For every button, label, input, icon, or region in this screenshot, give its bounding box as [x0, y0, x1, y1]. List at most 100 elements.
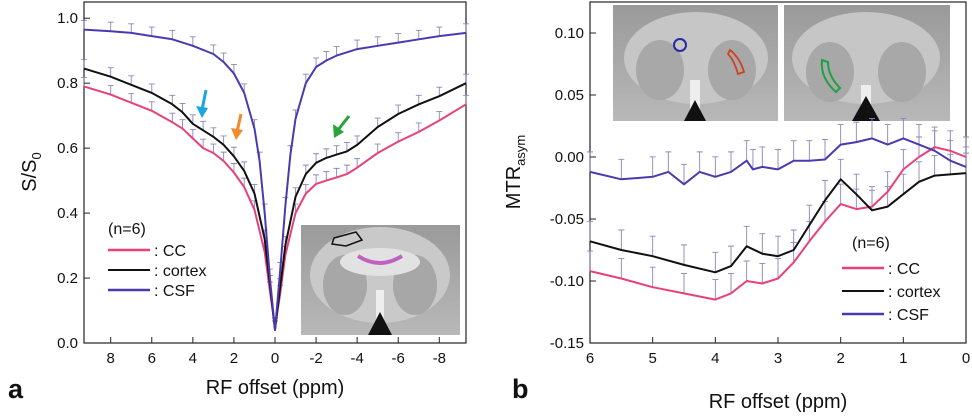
y-tick-label: 0.10: [555, 25, 584, 42]
error-bar: [681, 163, 687, 185]
error-bar: [210, 127, 217, 137]
error-bar: [681, 244, 687, 265]
error-bar: [884, 124, 891, 145]
error-bar: [463, 23, 469, 33]
error-bar: [323, 148, 330, 158]
error-bar: [728, 245, 734, 267]
error-bar: [189, 114, 196, 124]
brain-inset-b-right: [784, 5, 950, 121]
legend-b: (n=6) : CC : cortex : CSF: [842, 235, 940, 324]
error-bar: [712, 156, 719, 177]
error-bar: [333, 145, 340, 155]
error-bar: [837, 183, 844, 205]
series-line-csf: [83, 28, 467, 331]
error-bar: [210, 44, 217, 54]
x-tick-label: -4: [350, 350, 363, 367]
error-bar: [200, 120, 207, 131]
error-bar: [395, 33, 402, 43]
error-bar: [169, 29, 176, 40]
error-bar: [759, 146, 766, 167]
x-ticks-a: 8 6 4 2 0 -2 -4 -6 -8: [107, 337, 446, 367]
legend-label-csf-b: : CSF: [888, 307, 929, 324]
error-bar: [436, 86, 443, 97]
y-tick-label: 0.00: [555, 149, 584, 166]
error-bar: [395, 104, 402, 115]
x-ticks-b: 6 5 4 3 2 1 0: [586, 337, 970, 367]
error-bar: [128, 23, 135, 33]
y-axis-label-b: MTRasym: [503, 135, 528, 209]
error-bar: [712, 251, 719, 273]
panel-a: 8 6 4 2 0 -2 -4 -6 -8 0.0 0.2 0.4 0.6 0.8 1.0: [8, 1, 469, 404]
error-bar: [395, 132, 402, 142]
error-bar: [728, 151, 734, 172]
error-bar: [931, 155, 938, 176]
y-tick-label: -0.15: [550, 335, 584, 352]
error-bar: [618, 229, 625, 250]
x-tick-label: 0: [271, 350, 279, 367]
error-bar: [374, 36, 381, 46]
error-bar: [665, 151, 672, 172]
error-bar: [354, 135, 361, 145]
error-bar: [343, 141, 350, 152]
error-bar: [302, 184, 309, 194]
x-tick-label: 1: [899, 350, 907, 367]
y-tick-label: 0.4: [57, 205, 78, 222]
series-line-cortex: [589, 172, 967, 274]
x-axis-label-b: RF offset (ppm): [709, 391, 848, 413]
error-bar: [354, 39, 361, 50]
error-bar: [179, 102, 186, 113]
error-bar: [230, 163, 237, 173]
error-bar: [759, 263, 766, 284]
arrow-blue-icon: [196, 89, 208, 118]
panel-label-b: b: [512, 374, 529, 404]
error-bar: [869, 117, 875, 139]
error-bar: [323, 171, 330, 181]
legend-label-cc-b: : CC: [888, 261, 920, 278]
error-bar: [806, 140, 813, 161]
brain-inset-b-left: [613, 5, 778, 121]
lines-b: [589, 137, 967, 301]
error-bar: [415, 122, 422, 132]
error-bar: [343, 164, 350, 175]
x-tick-label: 2: [230, 350, 238, 367]
y-tick-label: 0.0: [57, 335, 78, 352]
x-tick-label: -8: [433, 350, 446, 367]
y-axis-label-a: S/S0: [19, 152, 44, 191]
error-bar: [313, 57, 320, 67]
error-bar: [354, 158, 361, 168]
error-bar: [822, 179, 828, 201]
y-tick-label: 0.6: [57, 140, 78, 157]
error-bar: [220, 52, 227, 63]
error-bar: [618, 158, 625, 180]
x-tick-label: 6: [148, 350, 156, 367]
error-bar: [107, 67, 114, 77]
legend-title-a: (n=6): [108, 221, 146, 238]
y-tick-label: 0.2: [57, 270, 78, 287]
error-bar: [179, 119, 186, 129]
error-bar: [853, 173, 860, 195]
error-bar: [81, 20, 87, 30]
error-bar: [900, 117, 907, 139]
y-tick-label: 0.8: [57, 75, 78, 92]
error-bar: [900, 148, 907, 170]
error-bar: [790, 229, 797, 250]
error-bar: [436, 111, 443, 121]
error-bar: [189, 128, 196, 139]
error-bar: [743, 260, 750, 281]
error-bar: [333, 167, 340, 178]
x-tick-label: 5: [648, 350, 656, 367]
arrow-green-icon: [333, 115, 351, 138]
x-tick-label: 0: [962, 350, 970, 367]
legend-title-b: (n=6): [852, 235, 890, 252]
error-bar: [712, 279, 719, 300]
error-bar: [649, 266, 656, 288]
error-bar: [790, 140, 797, 161]
error-bar: [313, 153, 320, 163]
x-tick-label: 4: [711, 350, 719, 367]
x-axis-label-a: RF offset (ppm): [206, 377, 345, 399]
error-bar: [463, 94, 469, 105]
error-bar: [81, 59, 87, 69]
y-ticks-a: 0.0 0.2 0.4 0.6 0.8 1.0: [57, 10, 90, 352]
y-tick-label: -0.05: [550, 211, 584, 228]
